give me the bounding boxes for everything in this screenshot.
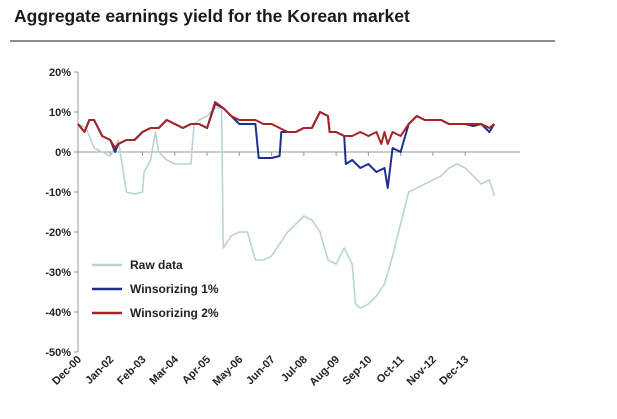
series-layer (77, 101, 496, 309)
x-tick-label: Apr-05 (180, 354, 213, 387)
y-tick-label: -50% (45, 347, 71, 359)
series-line (77, 107, 495, 309)
series-line (77, 101, 495, 149)
x-tick-label: Mar-04 (147, 353, 181, 387)
legend-label: Winsorizing 2% (130, 306, 219, 320)
y-tick-label: 0% (55, 147, 71, 159)
x-tick-label: Jun-07 (244, 354, 278, 388)
x-tick-label: Nov-12 (405, 354, 439, 388)
x-tick-label: Feb-03 (115, 354, 149, 388)
y-tick-label: -10% (45, 187, 71, 199)
y-tick-label: -40% (45, 307, 71, 319)
x-tick-label: Sep-10 (340, 354, 374, 388)
y-tick-label: -30% (45, 267, 71, 279)
x-tick-label: Jul-08 (279, 354, 310, 385)
legend-label: Winsorizing 1% (130, 282, 219, 296)
title-divider (10, 40, 555, 42)
y-tick-label: 20% (49, 67, 71, 79)
axes: 20%10%0%-10%-20%-30%-40%-50%Dec-00 Jan-02… (45, 67, 520, 388)
legend: Raw data Winsorizing 1% Winsorizing 2% (92, 258, 219, 320)
chart-title: Aggregate earnings yield for the Korean … (14, 6, 410, 26)
y-tick-label: 10% (49, 107, 71, 119)
x-tick-label: Oct-11 (374, 354, 406, 386)
x-tick-label: Jan-02 (83, 354, 116, 387)
x-tick-label: Dec-13 (437, 354, 471, 388)
y-tick-label: -20% (45, 227, 71, 239)
x-tick-label: Aug-09 (307, 354, 342, 389)
legend-label: Raw data (130, 258, 183, 272)
x-tick-label: May-06 (211, 354, 246, 389)
series-line (77, 103, 496, 189)
